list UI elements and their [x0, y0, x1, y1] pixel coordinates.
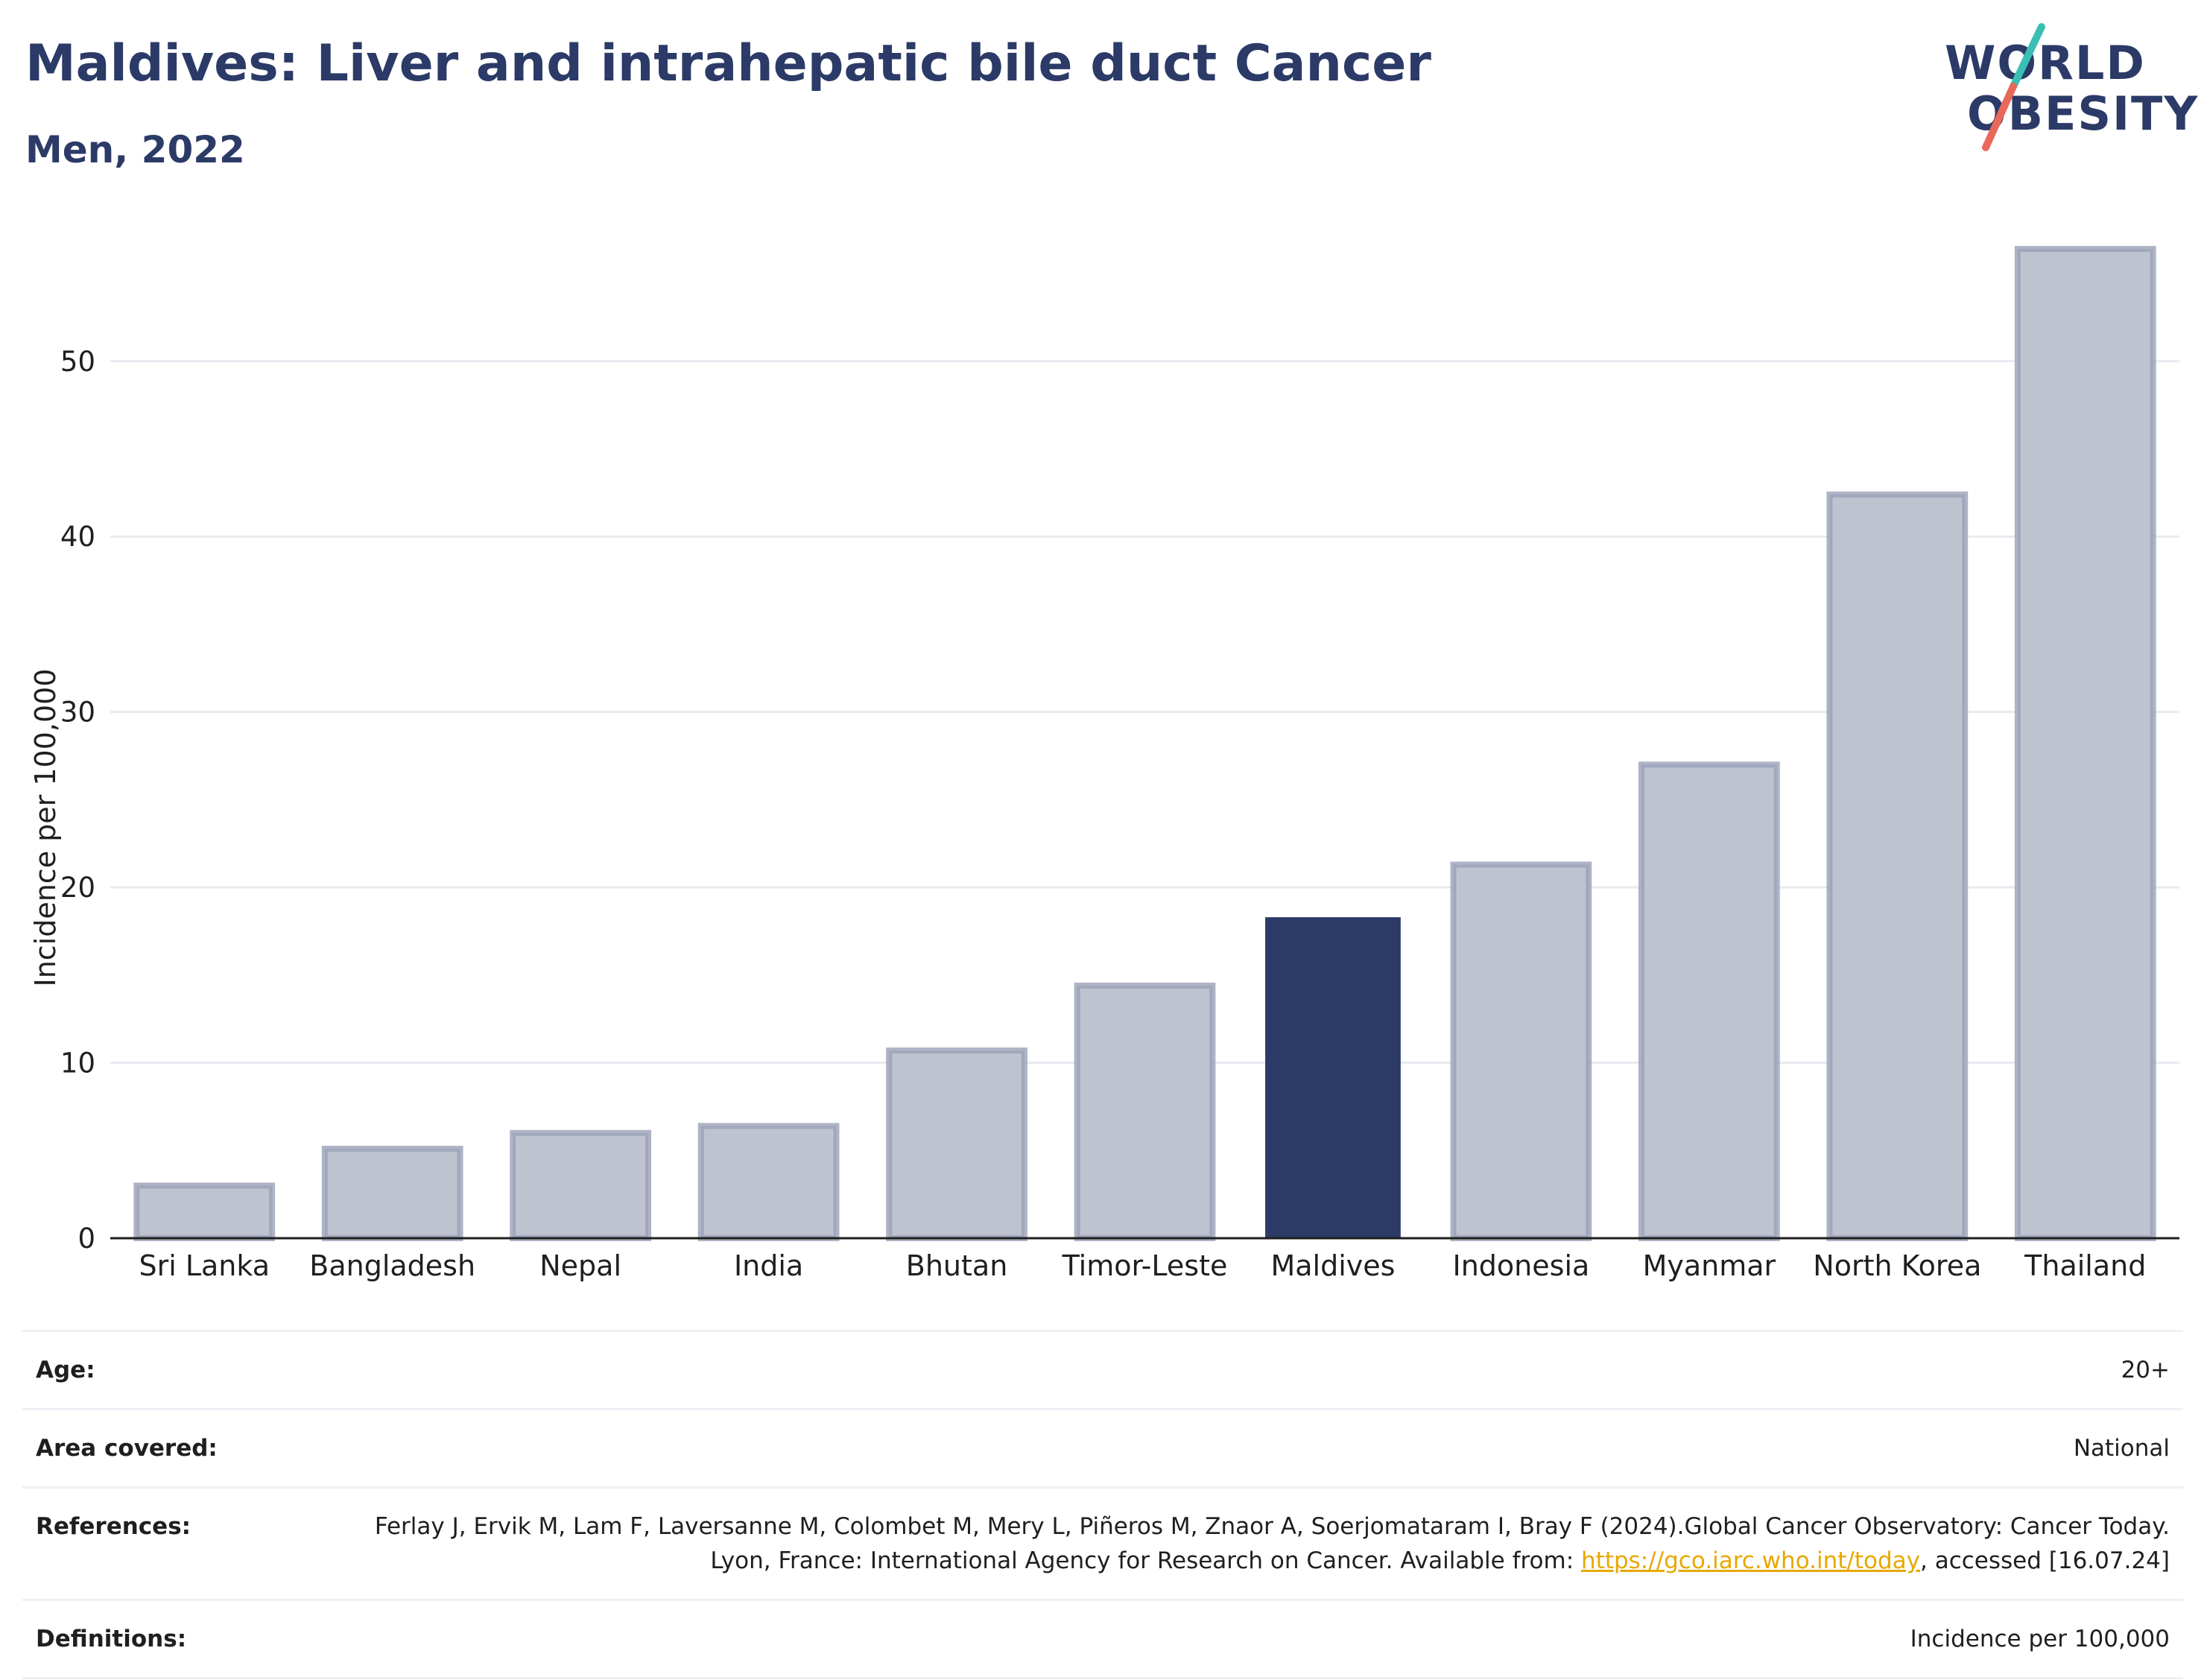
x-tick-label: North Korea [1813, 1249, 1981, 1282]
bar-indonesia[interactable] [1450, 861, 1592, 1242]
x-tick-label: Myanmar [1643, 1249, 1776, 1282]
bar-maldives[interactable] [1265, 917, 1401, 1238]
bar-sri-lanka[interactable] [133, 1182, 276, 1241]
bar-bangladesh[interactable] [321, 1145, 463, 1241]
references-text: Ferlay J, Ervik M, Lam F, Laversanne M, … [374, 1513, 2170, 1574]
chart-subtitle: Men, 2022 [25, 128, 245, 171]
bars [133, 246, 2156, 1242]
age-label: Age: [36, 1357, 95, 1383]
age-value: 20+ [2121, 1357, 2170, 1383]
area-value: National [2073, 1435, 2170, 1462]
chart-title: Maldives: Liver and intrahepatic bile du… [25, 34, 1431, 93]
references-accessed: , accessed [16.07.24] [1919, 1547, 2170, 1574]
chart-metadata-table: Age: 20+ Area covered: National Referenc… [22, 1330, 2183, 1679]
references-label: References: [36, 1513, 191, 1540]
x-tick-labels: Sri Lanka Bangladesh Nepal India Bhutan Timor… [139, 1249, 2146, 1282]
y-tick-label: 30 [60, 697, 95, 729]
x-tick-label: Maldives [1270, 1249, 1395, 1282]
definitions-value: Incidence per 100,000 [1910, 1626, 2170, 1652]
bar-nepal[interactable] [510, 1129, 652, 1241]
y-tick-label: 20 [60, 872, 95, 904]
logo-slash-icon [1982, 23, 2045, 151]
y-axis-label: Incidence per 100,000 [29, 668, 62, 986]
x-tick-label: Timor-Leste [1062, 1249, 1228, 1282]
meta-row-references: References: Ferlay J, Ervik M, Lam F, La… [22, 1486, 2183, 1599]
y-tick-label: 40 [60, 521, 95, 553]
meta-row-area: Area covered: National [22, 1408, 2183, 1486]
bar-north-korea[interactable] [1826, 491, 1969, 1241]
area-label: Area covered: [36, 1435, 218, 1462]
definitions-label: Definitions: [36, 1626, 187, 1652]
references-link[interactable]: https://gco.iarc.who.int/today [1581, 1547, 1920, 1574]
bar-chart: 0 10 20 30 40 50 Sri Lanka Bangladesh Nepal Indi… [29, 246, 2179, 1282]
bar-thailand[interactable] [2014, 246, 2156, 1241]
bar-timor-leste[interactable] [1074, 982, 1216, 1242]
y-tick-labels: 0 10 20 30 40 50 [60, 346, 95, 1255]
bar-bhutan[interactable] [886, 1047, 1027, 1241]
references-value: Ferlay J, Ervik M, Lam F, Laversanne M, … [307, 1509, 2170, 1578]
y-tick-label: 50 [60, 346, 95, 378]
x-tick-label: Bangladesh [309, 1249, 475, 1282]
y-tick-label: 10 [60, 1047, 95, 1080]
x-tick-label: Bhutan [906, 1249, 1008, 1282]
x-tick-label: Indonesia [1453, 1249, 1590, 1282]
bar-myanmar[interactable] [1638, 761, 1780, 1241]
x-tick-label: Sri Lanka [139, 1249, 270, 1282]
x-tick-label: India [734, 1249, 803, 1282]
bar-india[interactable] [697, 1123, 840, 1242]
x-tick-label: Thailand [2024, 1249, 2146, 1282]
y-tick-label: 0 [77, 1223, 95, 1255]
x-tick-label: Nepal [539, 1249, 621, 1282]
logo-word-world: WORLD [1945, 36, 2146, 90]
meta-row-age: Age: 20+ [22, 1330, 2183, 1408]
meta-row-definitions: Definitions: Incidence per 100,000 [22, 1599, 2183, 1679]
world-obesity-logo[interactable]: WORLD OBESITY [1945, 21, 2197, 155]
